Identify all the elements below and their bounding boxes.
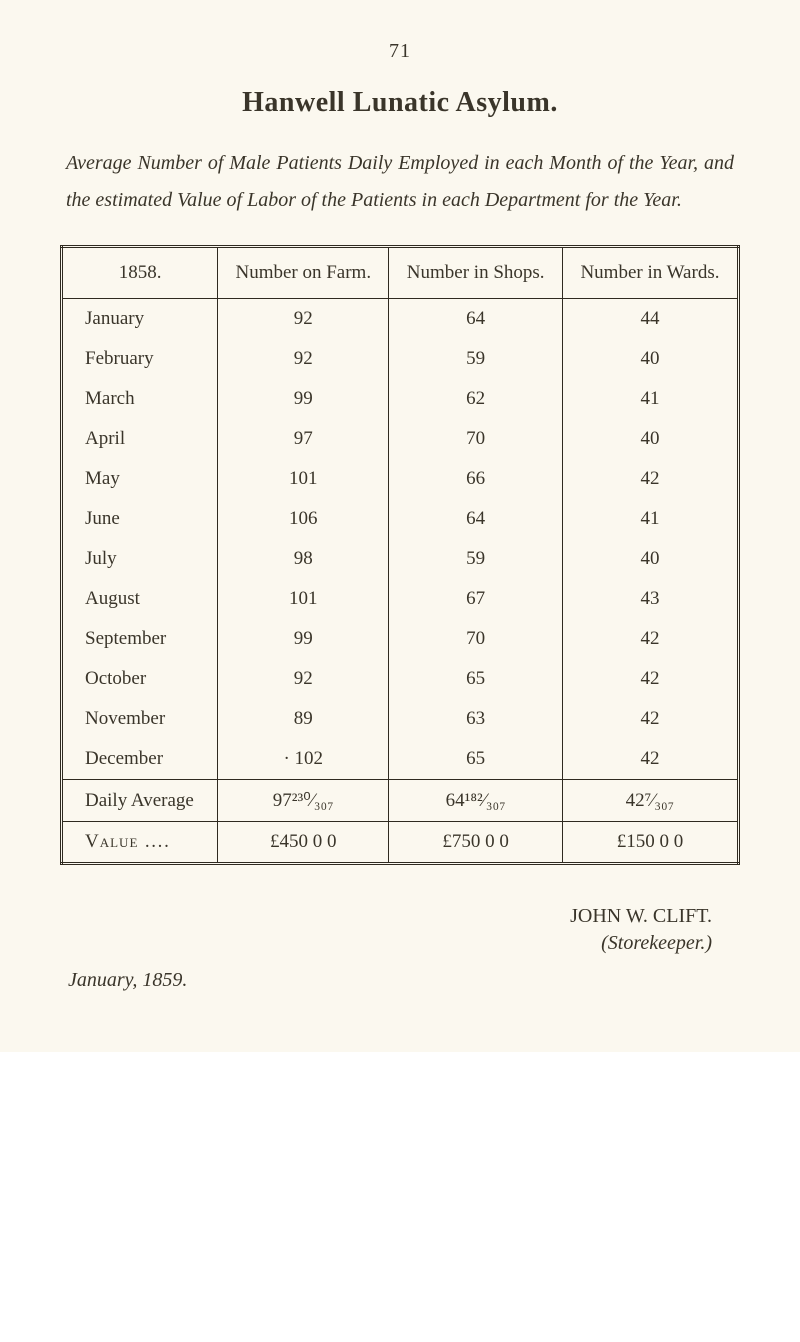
value-cell: 98 (218, 539, 389, 579)
month-cell: October (62, 659, 218, 699)
value-cell: 40 (562, 419, 738, 459)
month-cell: September (62, 619, 218, 659)
table-row: October926542 (62, 659, 739, 699)
month-cell: May (62, 459, 218, 499)
value-cell: £450 0 0 (218, 822, 389, 864)
row-label: Value …. (62, 822, 218, 864)
value-cell: · 102 (218, 739, 389, 780)
value-cell: 70 (389, 419, 563, 459)
table-row: May1016642 (62, 459, 739, 499)
signature-role: (Storekeeper.) (60, 932, 712, 955)
value-cell: 92 (218, 659, 389, 699)
value-cell: 42 (562, 659, 738, 699)
value-cell: 42 (562, 619, 738, 659)
value-cell: 59 (389, 539, 563, 579)
value-cell: 42 (562, 459, 738, 499)
table-row: January926444 (62, 299, 739, 340)
value-cell: 44 (562, 299, 738, 340)
value-cell: 65 (389, 659, 563, 699)
value-cell: 40 (562, 539, 738, 579)
table-row: July985940 (62, 539, 739, 579)
value-cell: 64 (389, 299, 563, 340)
table-row: June1066441 (62, 499, 739, 539)
value-cell: 64 (389, 499, 563, 539)
value-cell: 97 (218, 419, 389, 459)
value-cell: 92 (218, 339, 389, 379)
value-cell: 70 (389, 619, 563, 659)
value-row: Value ….£450 0 0£750 0 0£150 0 0 (62, 822, 739, 864)
value-cell: 42 (562, 739, 738, 780)
table-row: March996241 (62, 379, 739, 419)
table-row: April977040 (62, 419, 739, 459)
col-wards: Number in Wards. (562, 247, 738, 299)
value-cell: 40 (562, 339, 738, 379)
signature: JOHN W. CLIFT. (60, 905, 712, 928)
month-cell: April (62, 419, 218, 459)
col-farm: Number on Farm. (218, 247, 389, 299)
table-header-row: 1858. Number on Farm. Number in Shops. N… (62, 247, 739, 299)
intro-paragraph: Average Number of Male Patients Daily Em… (66, 145, 734, 219)
table-row: February925940 (62, 339, 739, 379)
value-cell: 41 (562, 379, 738, 419)
table-row: December· 1026542 (62, 739, 739, 780)
value-cell: 101 (218, 459, 389, 499)
row-label: Daily Average (62, 780, 218, 822)
value-cell: 65 (389, 739, 563, 780)
value-cell: 59 (389, 339, 563, 379)
month-cell: August (62, 579, 218, 619)
col-shops: Number in Shops. (389, 247, 563, 299)
month-cell: July (62, 539, 218, 579)
document-date: January, 1859. (68, 969, 740, 992)
value-cell: 99 (218, 379, 389, 419)
value-cell: 42⁷⁄₃₀₇ (562, 780, 738, 822)
table-row: November896342 (62, 699, 739, 739)
value-cell: 67 (389, 579, 563, 619)
value-cell: 64¹⁸²⁄₃₀₇ (389, 780, 563, 822)
daily-average-row: Daily Average97²³⁰⁄₃₀₇64¹⁸²⁄₃₀₇42⁷⁄₃₀₇ (62, 780, 739, 822)
value-cell: 41 (562, 499, 738, 539)
value-cell: £150 0 0 (562, 822, 738, 864)
value-cell: 42 (562, 699, 738, 739)
month-cell: February (62, 339, 218, 379)
month-cell: November (62, 699, 218, 739)
value-cell: 62 (389, 379, 563, 419)
page-number: 71 (60, 40, 740, 63)
page-title: Hanwell Lunatic Asylum. (60, 87, 740, 119)
value-cell: 43 (562, 579, 738, 619)
value-cell: 89 (218, 699, 389, 739)
month-cell: June (62, 499, 218, 539)
table-body: January926444February925940March996241Ap… (62, 299, 739, 864)
table-row: August1016743 (62, 579, 739, 619)
value-cell: 92 (218, 299, 389, 340)
value-cell: 101 (218, 579, 389, 619)
value-cell: 99 (218, 619, 389, 659)
footer: JOHN W. CLIFT. (Storekeeper.) January, 1… (60, 905, 740, 992)
value-cell: £750 0 0 (389, 822, 563, 864)
month-cell: December (62, 739, 218, 780)
month-cell: January (62, 299, 218, 340)
value-cell: 106 (218, 499, 389, 539)
month-cell: March (62, 379, 218, 419)
value-cell: 97²³⁰⁄₃₀₇ (218, 780, 389, 822)
patients-table: 1858. Number on Farm. Number in Shops. N… (60, 245, 740, 865)
value-cell: 63 (389, 699, 563, 739)
table-row: September997042 (62, 619, 739, 659)
col-year: 1858. (62, 247, 218, 299)
value-cell: 66 (389, 459, 563, 499)
